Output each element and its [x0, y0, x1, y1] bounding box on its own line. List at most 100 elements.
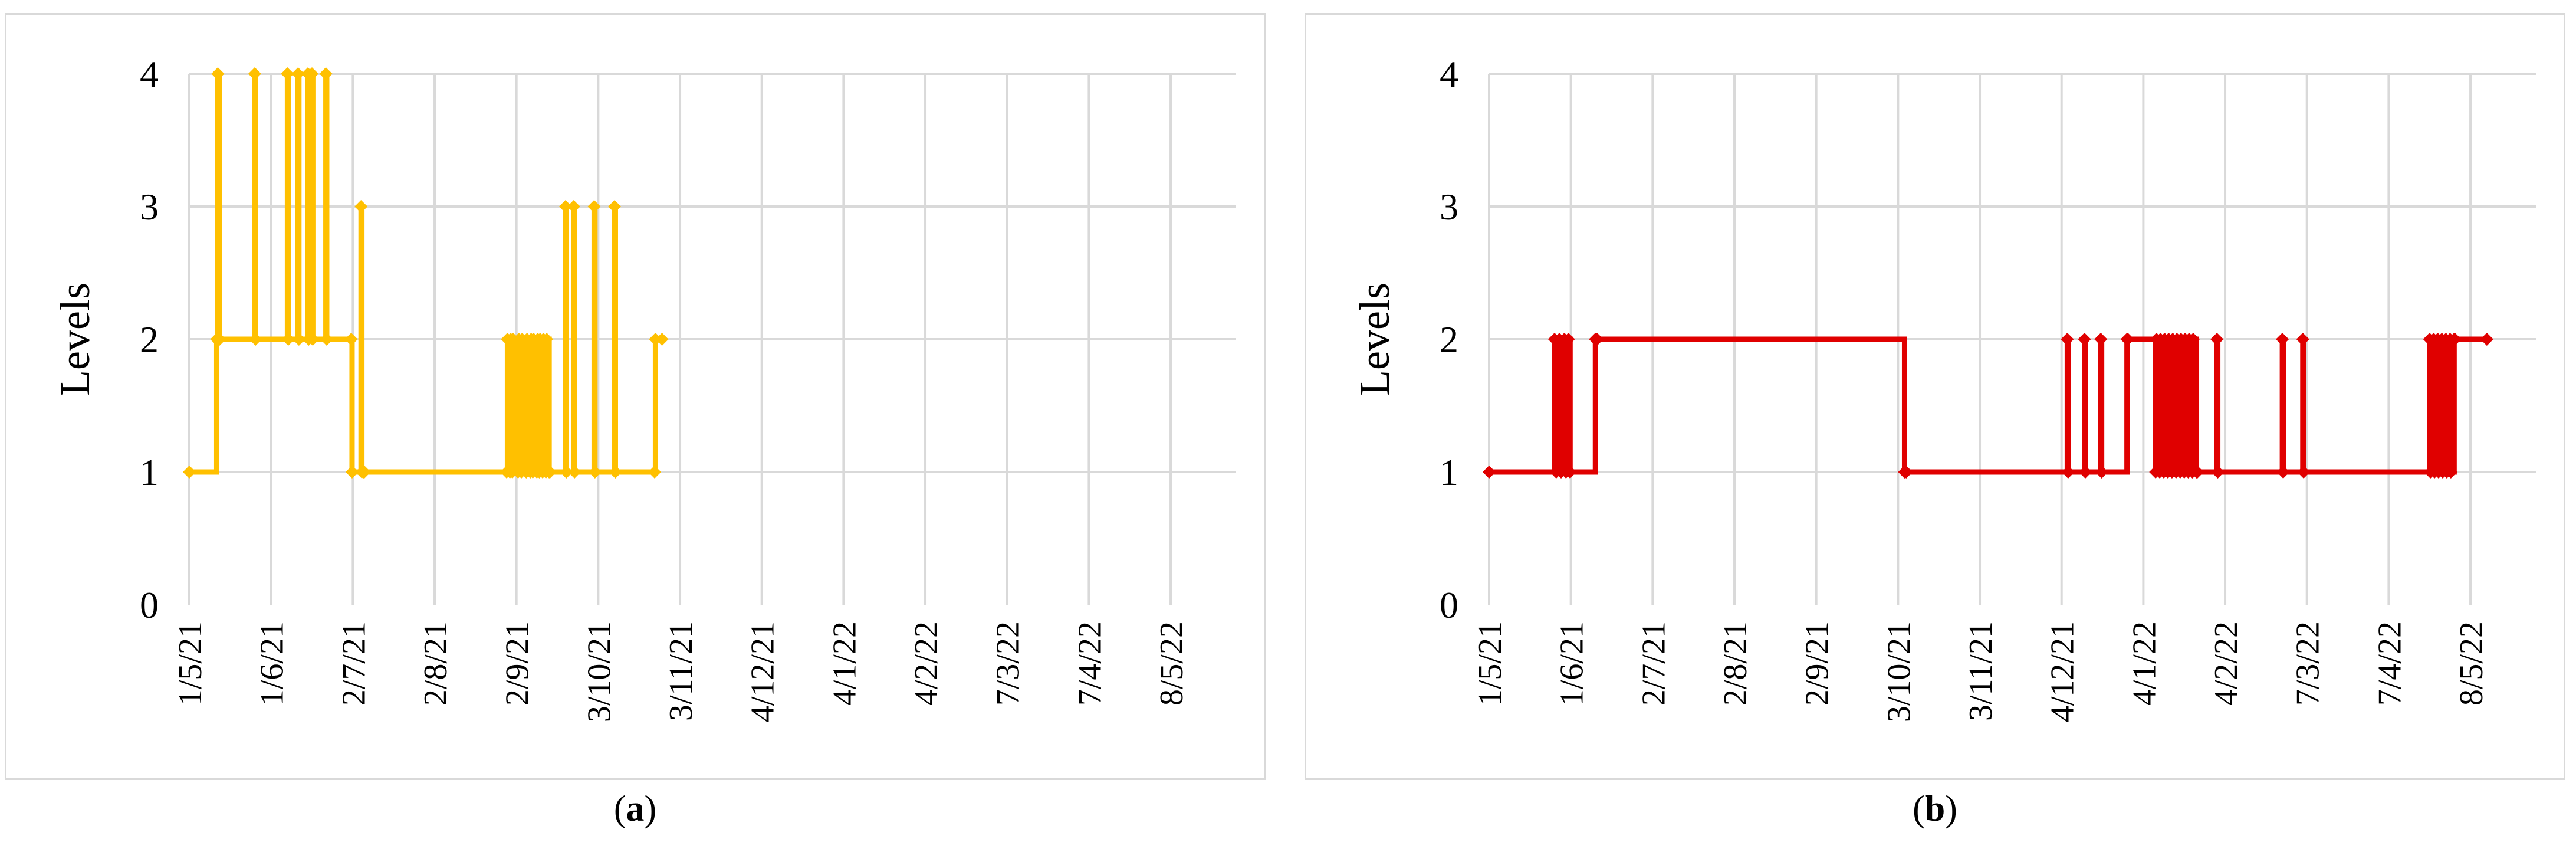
data-point: [648, 466, 662, 479]
x-tick-label: 3/10/21: [581, 621, 617, 722]
y-tick-label: 3: [140, 186, 159, 228]
y-tick-label: 4: [140, 53, 159, 95]
x-tick-label: 3/11/21: [663, 621, 699, 721]
x-tick-label: 7/3/22: [990, 621, 1027, 706]
data-point: [2061, 466, 2075, 479]
x-tick-label: 7/4/22: [1072, 621, 1108, 706]
data-point: [2276, 333, 2289, 346]
data-point: [543, 466, 557, 479]
data-point: [319, 67, 333, 80]
x-tick-label: 2/9/21: [500, 621, 536, 706]
data-point: [1563, 466, 1577, 479]
x-tick-label: 4/2/22: [2208, 621, 2245, 706]
chart-panel-b: 0 1 2 3 4 1/5/21 1/6/21 2/7/21 2/8/21 2/9/21 3/10/…: [1305, 13, 2565, 780]
data-point: [306, 333, 320, 346]
y-tick-label: 3: [1440, 186, 1458, 228]
caption-b: (b): [1913, 789, 1957, 829]
data-point: [2078, 466, 2092, 479]
data-point: [281, 67, 294, 80]
chart-a-svg: 0 1 2 3 4 1/5/21 1/6/21 2/7/21 2/8/21 2/9/21 3/10/…: [51, 53, 1236, 722]
data-point: [2276, 466, 2290, 479]
x-tick-label: 1/5/21: [172, 621, 209, 706]
data-point: [2121, 333, 2135, 346]
y-axis-label: Levels: [51, 283, 98, 396]
x-tick-label: 2/7/21: [1635, 621, 1672, 706]
data-point: [2444, 466, 2457, 479]
x-tick-label: 1/5/21: [1472, 621, 1509, 706]
data-point: [588, 466, 602, 479]
x-tick-label: 4/1/22: [826, 621, 863, 706]
data-point: [1562, 333, 1575, 346]
data-point: [540, 333, 553, 346]
chart-panel-a: 0 1 2 3 4 1/5/21 1/6/21 2/7/21 2/8/21 2/9/21 3/10/…: [5, 13, 1266, 780]
data-point: [655, 333, 669, 346]
data-point: [344, 333, 358, 346]
x-tick-label: 3/10/21: [1881, 621, 1917, 722]
x-tick-label: 4/12/21: [2045, 621, 2081, 722]
data-point: [320, 333, 333, 346]
x-tick-label: 3/11/21: [1963, 621, 1999, 721]
data-point: [211, 67, 225, 80]
data-point: [291, 67, 305, 80]
data-point: [587, 200, 601, 213]
y-tick-label: 4: [1440, 53, 1458, 95]
chart-b-svg: 0 1 2 3 4 1/5/21 1/6/21 2/7/21 2/8/21 2/9/21 3/10/…: [1351, 53, 2536, 722]
data-point: [354, 200, 368, 213]
data-point: [1591, 333, 1604, 346]
x-tick-label: 8/5/22: [1154, 621, 1190, 706]
data-point: [2094, 333, 2108, 346]
x-tick-label: 8/5/22: [2453, 621, 2490, 706]
caption-b-label: b: [1924, 789, 1946, 829]
y-tick-label: 1: [1440, 451, 1458, 493]
series-line: [189, 71, 662, 475]
x-tick-label: 1/6/21: [254, 621, 291, 706]
data-point: [305, 67, 319, 80]
data-point: [2480, 333, 2493, 346]
caption-a: (a): [613, 789, 657, 829]
x-tick-label: 4/1/22: [2126, 621, 2163, 706]
data-point: [2296, 333, 2309, 346]
data-point: [2297, 466, 2311, 479]
data-point: [2186, 333, 2200, 346]
data-point: [248, 67, 261, 80]
data-point: [2061, 333, 2074, 346]
data-point: [609, 466, 622, 479]
y-tick-label: 0: [1440, 584, 1458, 626]
x-tick-label: 1/6/21: [1554, 621, 1591, 706]
data-point: [2211, 466, 2225, 479]
y-tick-label: 2: [1440, 319, 1458, 361]
data-point: [281, 333, 295, 346]
x-tick-label: 7/3/22: [2290, 621, 2327, 706]
data-point: [567, 200, 580, 213]
data-point: [2078, 333, 2091, 346]
data-point: [292, 333, 305, 346]
x-tick-label: 2/8/21: [418, 621, 454, 706]
y-tick-label: 1: [140, 451, 159, 493]
data-point: [2095, 466, 2108, 479]
data-point: [183, 466, 196, 479]
x-tick-label: 4/12/21: [745, 621, 781, 722]
x-tick-label: 4/2/22: [908, 621, 945, 706]
y-tick-label: 0: [140, 584, 159, 626]
data-point: [2190, 466, 2204, 479]
x-tick-label: 2/7/21: [336, 621, 372, 706]
x-tick-label: 2/9/21: [1799, 621, 1836, 706]
x-tick-label: 7/4/22: [2371, 621, 2408, 706]
data-point: [568, 466, 581, 479]
data-point: [2210, 333, 2224, 346]
data-point: [357, 466, 371, 479]
series-line: [1489, 336, 2487, 475]
x-tick-label: 2/8/21: [1717, 621, 1754, 706]
data-point: [649, 333, 662, 346]
data-point: [560, 466, 573, 479]
data-point: [608, 200, 622, 213]
data-point: [1483, 466, 1496, 479]
data-point: [213, 333, 226, 346]
data-point: [2448, 333, 2462, 346]
data-point: [249, 333, 262, 346]
caption-a-label: a: [626, 789, 645, 829]
y-tick-label: 2: [140, 319, 159, 361]
data-point: [1900, 466, 1913, 479]
data-point: [345, 466, 359, 479]
y-axis-label: Levels: [1351, 283, 1398, 396]
